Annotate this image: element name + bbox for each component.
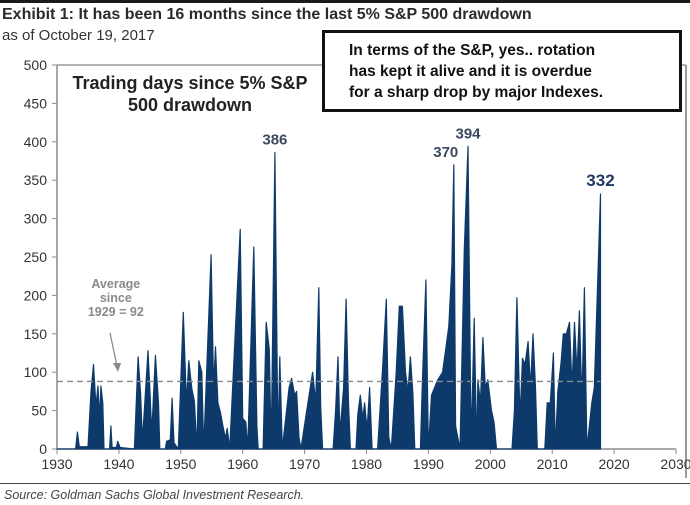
source-divider [0, 483, 690, 484]
series-area [56, 145, 602, 450]
x-tick-label: 1990 [413, 456, 444, 472]
y-tick-label: 400 [24, 134, 48, 150]
peak-label: 386 [262, 132, 287, 149]
average-label-line-1: Average [91, 277, 140, 291]
x-axis-ticks: 1930 1940 1950 1960 1970 1980 1990 2000 2010 2020… [41, 449, 690, 472]
x-tick-label: 1940 [103, 456, 134, 472]
y-tick-label: 250 [24, 249, 48, 265]
average-arrow-icon [109, 332, 118, 367]
callout-line-3: for a sharp drop by major Indexes. [349, 84, 604, 101]
inset-title: Trading days since 5% S&P 500 drawdown [72, 73, 307, 115]
y-tick-label: 0 [39, 441, 47, 457]
average-label-line-2: since [100, 291, 132, 305]
x-tick-label: 1930 [41, 456, 72, 472]
commentary-callout-box: In terms of the S&P, yes.. rotation has … [322, 30, 682, 112]
top-rule [0, 0, 690, 3]
x-tick-label: 2000 [475, 456, 506, 472]
exhibit-title: Exhibit 1: It has been 16 months since t… [2, 6, 532, 23]
x-tick-label: 1970 [289, 456, 320, 472]
inset-title-line-1: Trading days since 5% S&P [72, 73, 307, 93]
peak-labels: 386 370 394 332 [262, 125, 614, 190]
x-tick-label: 2030 [660, 456, 690, 472]
peak-label: 394 [456, 125, 482, 142]
callout-line-1: In terms of the S&P, yes.. rotation [349, 42, 596, 59]
y-tick-label: 350 [24, 172, 48, 188]
inset-title-line-2: 500 drawdown [128, 95, 252, 115]
average-annotation: Average since 1929 = 92 [88, 277, 144, 372]
y-tick-label: 100 [24, 364, 48, 380]
y-axis-ticks: 0 50 100 150 200 250 300 350 400 450 500 [24, 57, 57, 457]
y-tick-label: 200 [24, 287, 48, 303]
average-label-line-3: 1929 = 92 [88, 305, 144, 319]
y-tick-label: 450 [24, 95, 48, 111]
peak-label: 370 [433, 144, 458, 161]
callout-line-2: has kept it alive and it is overdue [349, 63, 592, 80]
x-tick-label: 1960 [227, 456, 258, 472]
y-tick-label: 150 [24, 326, 48, 342]
x-tick-label: 2010 [537, 456, 568, 472]
average-arrowhead-icon [113, 363, 121, 372]
y-tick-label: 500 [24, 57, 48, 73]
exhibit-subtitle: as of October 19, 2017 [2, 27, 155, 44]
x-tick-label: 1950 [165, 456, 196, 472]
y-tick-label: 50 [31, 403, 47, 419]
peak-label: 332 [586, 171, 614, 190]
source-note: Source: Goldman Sachs Global Investment … [4, 488, 305, 502]
x-tick-label: 1980 [351, 456, 382, 472]
x-tick-label: 2020 [599, 456, 630, 472]
y-tick-label: 300 [24, 211, 48, 227]
